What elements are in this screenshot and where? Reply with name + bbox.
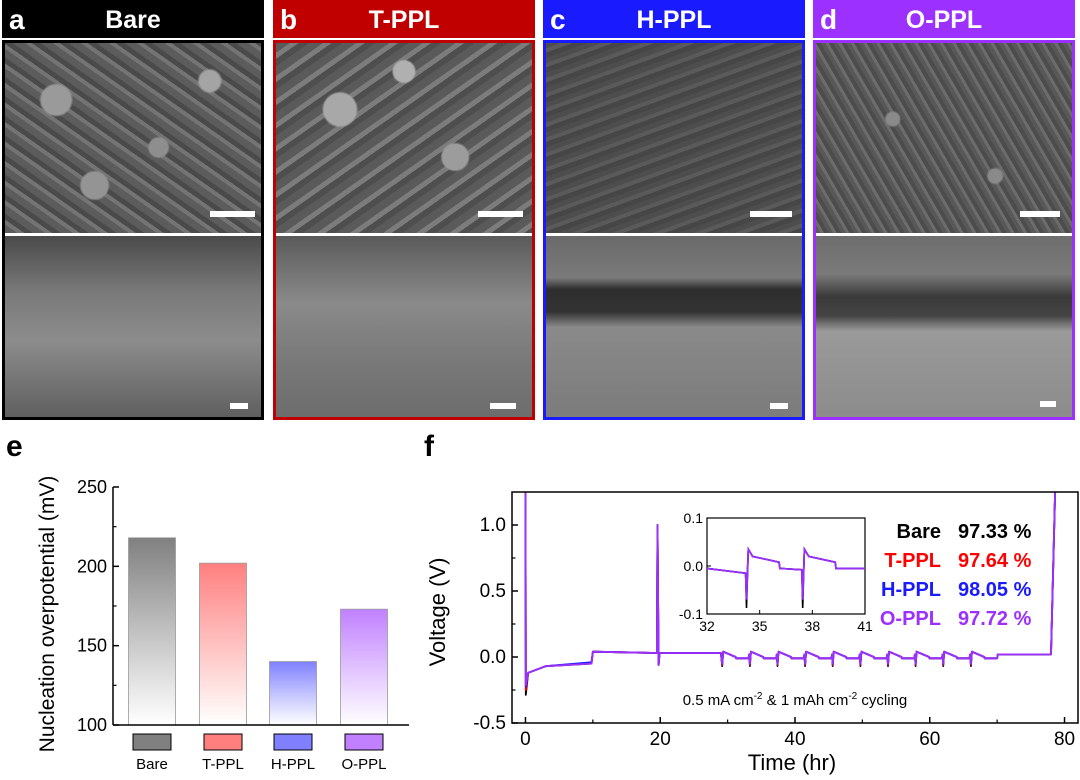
- e-y-tick-label: 200: [77, 556, 107, 576]
- panel-letter: a: [9, 4, 25, 35]
- e-y-axis-label: Nucleation overpotential (mV): [36, 476, 59, 753]
- f-y-tick-label: 0.5: [480, 581, 506, 602]
- inset-series-line-o-ppl: [706, 546, 865, 600]
- f-y-tick-label: -0.5: [473, 713, 506, 734]
- cycling-annotation: 0.5 mA cm-2 & 1 mAh cm-2 cycling: [683, 691, 908, 709]
- inset-y-tick-label: 0.1: [684, 510, 704, 526]
- legend-name-bare: Bare: [897, 521, 941, 543]
- voltage-time-chart: 0 20 40 60 80 -0.5 0.0 0.5 1.0 Voltage (V) Time …: [425, 491, 1079, 775]
- scale-bar-top: [478, 211, 523, 217]
- sem-cross-section-image: [546, 236, 802, 417]
- inset-y-tick-label: 0.0: [684, 558, 704, 574]
- legend-name-t-ppl: T-PPL: [884, 550, 941, 572]
- legend-ce-bare: 97.33 %: [958, 521, 1032, 543]
- sem-panel-a: a Bare: [2, 0, 264, 420]
- panel-title: H-PPL: [636, 6, 712, 34]
- panel-letter: c: [550, 4, 566, 35]
- x-category-label: T-PPL: [202, 756, 244, 773]
- x-category-label: Bare: [136, 756, 168, 773]
- image-divider: [816, 233, 1072, 236]
- panel-header: d O-PPL: [813, 0, 1075, 38]
- f-y-tick-label: 1.0: [480, 515, 506, 536]
- sem-panel-d: d O-PPL: [813, 0, 1075, 420]
- sem-image-frame: [813, 40, 1075, 420]
- sem-panel-b: b T-PPL: [273, 0, 535, 420]
- panel-letter: b: [280, 4, 298, 35]
- panel-label-e: e: [6, 430, 23, 463]
- legend-swatch-t-ppl: [203, 733, 243, 751]
- f-x-tick-label: 80: [1054, 729, 1075, 750]
- bar-bare: [128, 537, 176, 726]
- panel-header: c H-PPL: [543, 0, 805, 38]
- f-y-tick-label: 0.0: [480, 647, 506, 668]
- scale-bar-bottom: [230, 403, 248, 409]
- f-y-axis-label: Voltage (V): [425, 558, 450, 667]
- image-divider: [546, 233, 802, 236]
- image-divider: [5, 233, 261, 236]
- inset-frame: [706, 517, 866, 615]
- e-y-tick-label: 150: [77, 636, 107, 656]
- f-x-tick-label: 60: [919, 729, 940, 750]
- sem-image-frame: [543, 40, 805, 420]
- scale-bar-top: [210, 211, 255, 217]
- sem-cross-section-image: [276, 236, 532, 417]
- scale-bar-top: [750, 211, 792, 217]
- x-category-label: H-PPL: [271, 756, 315, 773]
- panel-title: T-PPL: [368, 6, 440, 34]
- sem-image-frame: [2, 40, 264, 420]
- legend-ce-o-ppl: 97.72 %: [958, 608, 1032, 630]
- e-y-tick-label: 250: [77, 477, 107, 497]
- f-x-tick-label: 0: [520, 729, 531, 750]
- scale-bar-bottom: [1040, 401, 1056, 407]
- inset-x-tick-label: 32: [699, 618, 715, 634]
- inset-x-tick-label: 41: [857, 618, 873, 634]
- inset-y-tick-label: -0.1: [679, 606, 703, 622]
- panel-header: b T-PPL: [273, 0, 535, 38]
- scale-bar-bottom: [490, 403, 516, 409]
- panel-header: a Bare: [2, 0, 264, 38]
- sem-panel-c: c H-PPL: [543, 0, 805, 420]
- legend-name-o-ppl: O-PPL: [880, 608, 941, 630]
- bar-h-ppl: [269, 661, 317, 726]
- legend-ce-t-ppl: 97.64 %: [958, 550, 1032, 572]
- legend-name-h-ppl: H-PPL: [881, 579, 941, 601]
- inset-x-tick-label: 35: [752, 618, 768, 634]
- e-y-tick-label: 100: [77, 715, 107, 735]
- image-divider: [276, 233, 532, 236]
- panel-title: Bare: [105, 6, 161, 34]
- nucleation-bar-chart: 100 150 200 250 Bare T-PPL H-PPL O-PPL Nucleat…: [36, 476, 409, 773]
- scale-bar-bottom: [770, 403, 788, 409]
- bar-t-ppl: [199, 562, 247, 726]
- sem-cross-section-image: [816, 236, 1072, 417]
- panel-letter: d: [820, 4, 838, 35]
- panel-label-f: f: [424, 430, 434, 463]
- bar-o-ppl: [340, 608, 388, 726]
- sem-top-view-image: [5, 43, 261, 233]
- panel-title: O-PPL: [905, 6, 983, 34]
- sem-top-view-image: [276, 43, 532, 233]
- sem-cross-section-image: [5, 236, 261, 417]
- legend-swatch-bare: [132, 733, 172, 751]
- sem-image-frame: [273, 40, 535, 420]
- legend-swatch-o-ppl: [344, 733, 384, 751]
- series-line-o-ppl: [524, 491, 1056, 686]
- x-category-label: O-PPL: [341, 756, 386, 773]
- sem-top-view-image: [816, 43, 1072, 233]
- legend-swatch-h-ppl: [273, 733, 313, 751]
- sem-top-view-image: [546, 43, 802, 233]
- f-x-tick-label: 40: [784, 729, 805, 750]
- legend-ce-h-ppl: 98.05 %: [958, 579, 1032, 601]
- f-x-axis-label: Time (hr): [748, 750, 836, 775]
- inset-x-tick-label: 38: [805, 618, 821, 634]
- scale-bar-top: [1020, 211, 1060, 217]
- f-x-tick-label: 20: [650, 729, 671, 750]
